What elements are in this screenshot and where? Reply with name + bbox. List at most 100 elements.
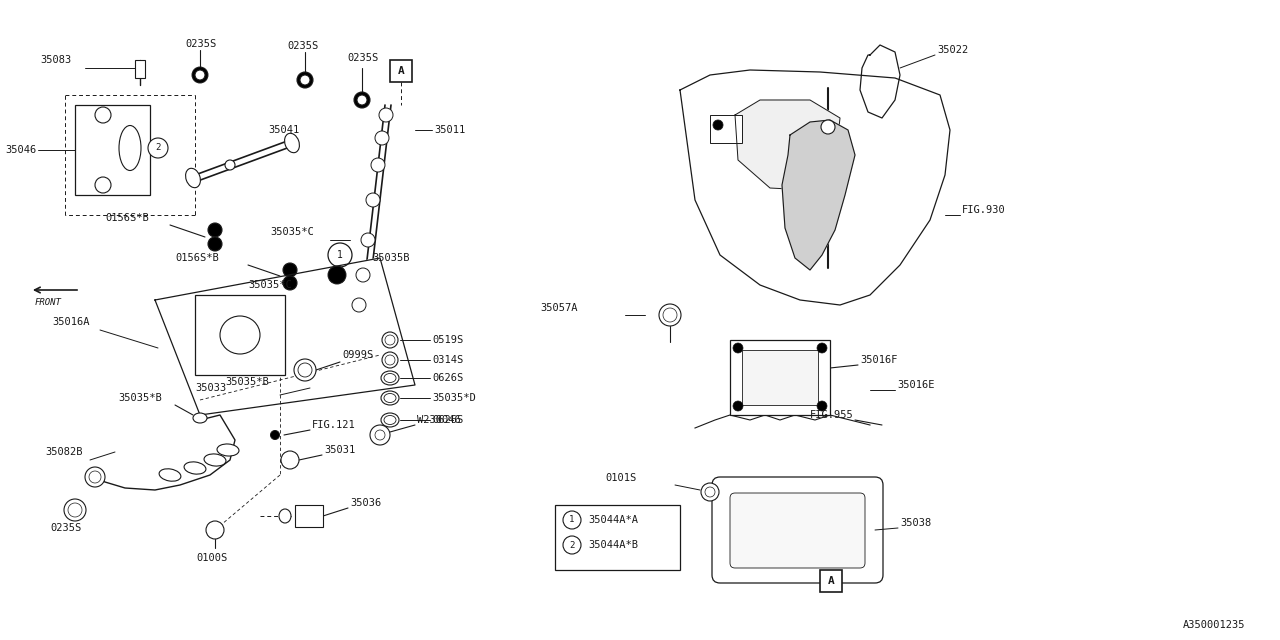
Text: 0999S: 0999S (342, 350, 374, 360)
Text: 35044A*A: 35044A*A (588, 515, 637, 525)
FancyBboxPatch shape (712, 477, 883, 583)
Circle shape (328, 243, 352, 267)
Text: FIG.955: FIG.955 (810, 410, 854, 420)
Text: 35044A*B: 35044A*B (588, 540, 637, 550)
Circle shape (84, 467, 105, 487)
Ellipse shape (225, 160, 236, 170)
Text: 0235S: 0235S (186, 39, 216, 49)
Circle shape (206, 521, 224, 539)
Text: 0100S: 0100S (196, 553, 228, 563)
Circle shape (817, 401, 827, 411)
Bar (710, 115, 742, 143)
Circle shape (192, 67, 207, 83)
Polygon shape (680, 70, 950, 305)
Circle shape (371, 158, 385, 172)
Ellipse shape (384, 374, 396, 383)
Ellipse shape (184, 462, 206, 474)
Text: 35057A: 35057A (540, 303, 577, 313)
Circle shape (563, 511, 581, 529)
Text: 35016F: 35016F (860, 355, 897, 365)
Circle shape (701, 483, 719, 501)
FancyBboxPatch shape (730, 493, 865, 568)
Circle shape (207, 237, 221, 251)
Bar (820, 570, 842, 592)
Circle shape (357, 95, 367, 105)
Ellipse shape (279, 509, 291, 523)
Circle shape (705, 487, 716, 497)
Ellipse shape (204, 454, 227, 466)
Text: 35035*C: 35035*C (248, 280, 292, 290)
Text: 0156S*B: 0156S*B (105, 213, 148, 223)
Ellipse shape (220, 316, 260, 354)
Circle shape (283, 263, 297, 277)
Text: 2: 2 (570, 541, 575, 550)
Text: 2: 2 (155, 143, 161, 152)
Ellipse shape (284, 133, 300, 153)
Text: 35038: 35038 (900, 518, 932, 528)
Text: 0235S: 0235S (287, 41, 319, 51)
Circle shape (294, 359, 316, 381)
Circle shape (733, 401, 742, 411)
Bar (390, 60, 412, 82)
Circle shape (356, 268, 370, 282)
Text: 0314S: 0314S (433, 355, 463, 365)
Circle shape (385, 355, 396, 365)
Circle shape (361, 233, 375, 247)
Bar (76, 105, 150, 195)
Text: 0519S: 0519S (433, 335, 463, 345)
Polygon shape (155, 258, 415, 415)
Circle shape (563, 536, 581, 554)
Ellipse shape (381, 371, 399, 385)
Ellipse shape (384, 415, 396, 424)
Text: 35011: 35011 (434, 125, 465, 135)
Text: 35031: 35031 (324, 445, 356, 455)
Text: 35035B: 35035B (372, 253, 410, 263)
Circle shape (298, 363, 312, 377)
Ellipse shape (159, 468, 180, 481)
Ellipse shape (186, 168, 201, 188)
Text: 1: 1 (337, 250, 343, 260)
Circle shape (352, 298, 366, 312)
Text: 35035*B: 35035*B (225, 377, 269, 387)
Circle shape (64, 499, 86, 521)
Circle shape (375, 131, 389, 145)
Polygon shape (860, 45, 900, 118)
Circle shape (381, 352, 398, 368)
Text: 35035*C: 35035*C (270, 227, 314, 237)
Text: 35041: 35041 (268, 125, 300, 135)
Polygon shape (782, 120, 855, 270)
Text: 35022: 35022 (937, 45, 968, 55)
Ellipse shape (381, 391, 399, 405)
Circle shape (95, 177, 111, 193)
Circle shape (328, 266, 346, 284)
Circle shape (659, 304, 681, 326)
Ellipse shape (270, 431, 279, 440)
Bar (556, 505, 680, 570)
Circle shape (283, 276, 297, 290)
Circle shape (282, 451, 300, 469)
Bar (742, 350, 818, 405)
Ellipse shape (381, 413, 399, 427)
Ellipse shape (384, 394, 396, 403)
Circle shape (148, 138, 168, 158)
Text: 35016E: 35016E (897, 380, 934, 390)
Circle shape (195, 70, 205, 80)
Bar (294, 505, 323, 527)
Polygon shape (735, 100, 840, 190)
Text: 35035*B: 35035*B (118, 393, 161, 403)
Text: 1: 1 (570, 515, 575, 525)
Text: 35083: 35083 (40, 55, 72, 65)
Text: A: A (828, 576, 835, 586)
Circle shape (207, 223, 221, 237)
Ellipse shape (218, 444, 239, 456)
Bar (134, 60, 145, 78)
Circle shape (300, 75, 310, 85)
Text: 0235S: 0235S (347, 53, 379, 63)
Text: FRONT: FRONT (35, 298, 61, 307)
Text: 0235S: 0235S (50, 523, 81, 533)
Circle shape (95, 107, 111, 123)
Text: W230046: W230046 (417, 415, 461, 425)
Text: 35033: 35033 (195, 383, 227, 393)
Circle shape (68, 503, 82, 517)
Circle shape (713, 120, 723, 130)
